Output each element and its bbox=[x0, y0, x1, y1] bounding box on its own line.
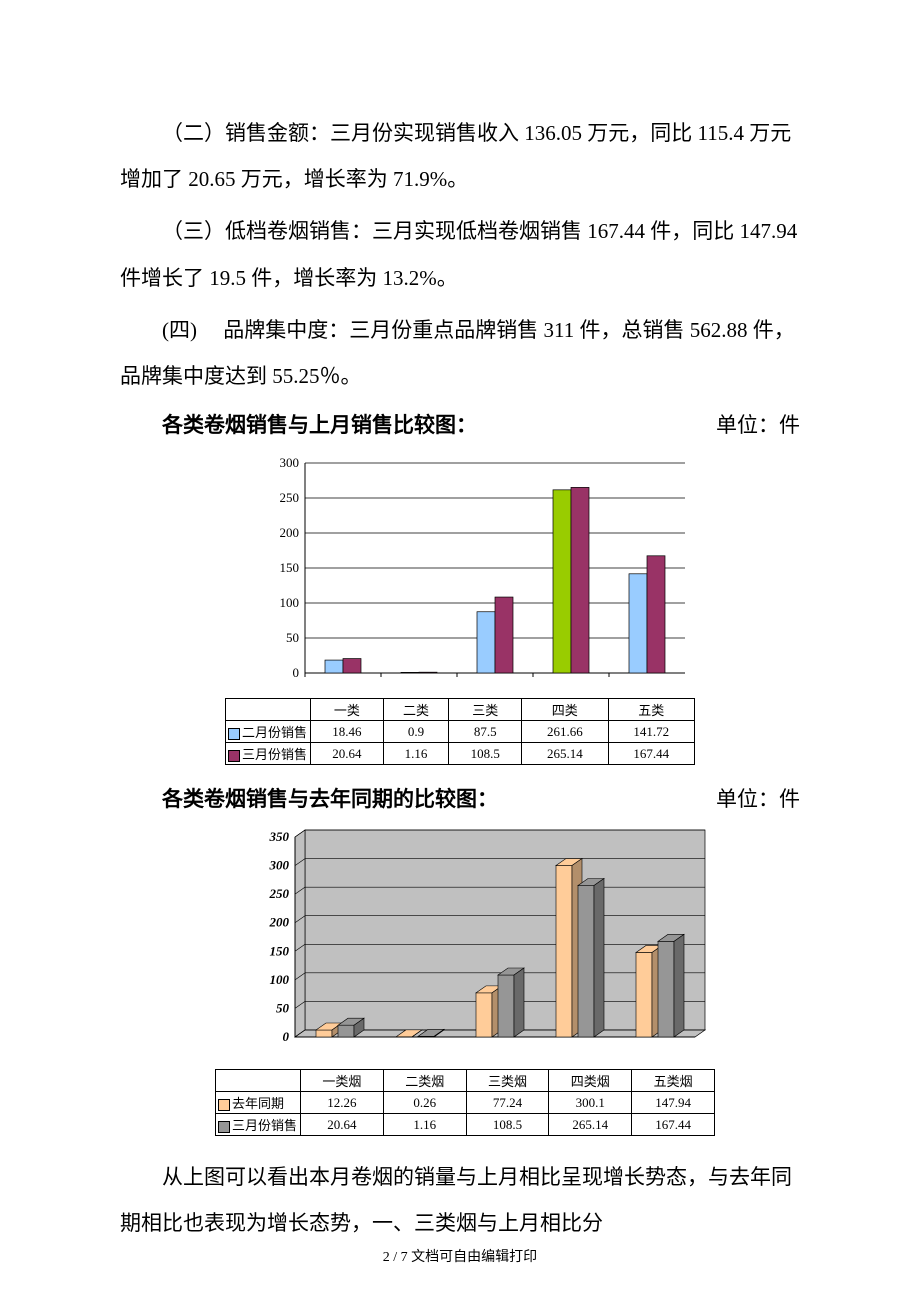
chart1-title-row: 各类卷烟销售与上月销售比较图： 单位：件 bbox=[120, 409, 800, 439]
svg-text:350: 350 bbox=[269, 829, 290, 844]
svg-text:250: 250 bbox=[269, 886, 290, 901]
page-footer: 2 / 7 文档可自由编辑打印 bbox=[0, 1246, 920, 1266]
chart2-svg: 0 50 100 150 200 250 300 350 bbox=[215, 827, 715, 1064]
chart2: 050100150200250300350 一类烟二类烟三类烟四类烟五类烟去年同… bbox=[215, 827, 705, 1136]
svg-text:100: 100 bbox=[270, 972, 290, 987]
svg-text:50: 50 bbox=[276, 1001, 290, 1016]
svg-text:300: 300 bbox=[269, 858, 290, 873]
chart1-svg: 0 50 100 150 200 250 300 bbox=[225, 453, 695, 693]
svg-text:150: 150 bbox=[280, 560, 300, 575]
svg-text:150: 150 bbox=[270, 943, 290, 958]
svg-text:50: 50 bbox=[286, 630, 299, 645]
svg-text:200: 200 bbox=[269, 915, 290, 930]
paragraph-summary: 从上图可以看出本月卷烟的销量与上月相比呈现增长势态，与去年同期相比也表现为增长态… bbox=[120, 1154, 800, 1246]
chart2-title: 各类卷烟销售与去年同期的比较图： bbox=[162, 783, 498, 813]
chart1-unit: 单位：件 bbox=[716, 409, 800, 439]
chart2-data-table: 一类烟二类烟三类烟四类烟五类烟去年同期12.260.2677.24300.114… bbox=[215, 1069, 715, 1136]
chart2-title-row: 各类卷烟销售与去年同期的比较图： 单位：件 bbox=[120, 783, 800, 813]
svg-text:100: 100 bbox=[280, 595, 300, 610]
svg-text:0: 0 bbox=[283, 1029, 290, 1044]
svg-text:200: 200 bbox=[280, 525, 300, 540]
paragraph-3: （三）低档卷烟销售：三月实现低档卷烟销售 167.44 件，同比 147.94 … bbox=[120, 208, 800, 300]
page: （二）销售金额：三月份实现销售收入 136.05 万元，同比 115.4 万元增… bbox=[0, 0, 920, 1302]
chart1-data-table: 一类二类三类四类五类二月份销售18.460.987.5261.66141.72三… bbox=[225, 698, 695, 765]
chart2-unit: 单位：件 bbox=[716, 783, 800, 813]
svg-text:250: 250 bbox=[280, 490, 300, 505]
chart1-title: 各类卷烟销售与上月销售比较图： bbox=[162, 409, 477, 439]
chart1: 0 50 100 150 200 250 300 一类二类三类四类五类二月份销售18.460… bbox=[225, 453, 695, 765]
svg-text:300: 300 bbox=[280, 455, 300, 470]
svg-text:0: 0 bbox=[293, 665, 300, 680]
paragraph-2: （二）销售金额：三月份实现销售收入 136.05 万元，同比 115.4 万元增… bbox=[120, 110, 800, 202]
paragraph-4: (四) 品牌集中度：三月份重点品牌销售 311 件，总销售 562.88 件，品… bbox=[120, 307, 800, 399]
